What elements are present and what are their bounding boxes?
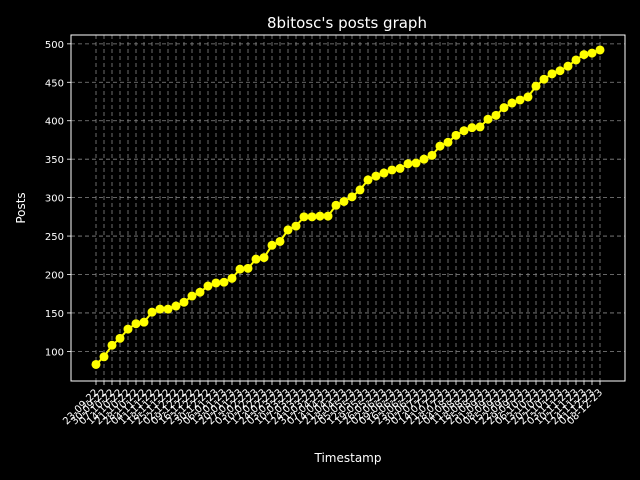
point [259,253,269,263]
point [515,95,525,105]
point [251,254,261,264]
point [547,69,557,79]
point [427,150,437,160]
point [291,221,301,231]
point [131,319,141,329]
point [227,273,237,283]
point [531,81,541,91]
point [147,307,157,317]
point [499,103,509,113]
point [163,304,173,314]
point [355,185,365,195]
point [451,130,461,140]
point [171,301,181,311]
point [315,211,325,221]
point [467,123,477,133]
point [395,163,405,173]
y-axis-label: Posts [14,192,28,223]
point [507,98,517,108]
point [483,114,493,124]
y-tick-label: 400 [45,117,64,128]
point [571,55,581,65]
point [387,165,397,175]
point [419,154,429,164]
chart-title: 8bitosc's posts graph [267,14,427,32]
point [563,61,573,71]
point [275,236,285,246]
point [211,278,221,288]
point [435,141,445,151]
point [107,340,117,350]
point [299,212,309,222]
point [475,122,485,132]
point [347,192,357,202]
point [307,212,317,222]
point [123,324,133,334]
y-tick-label: 150 [45,309,64,320]
point [555,66,565,76]
y-tick-label: 300 [45,194,64,205]
point [523,92,533,102]
point [579,50,589,60]
y-tick-label: 450 [45,78,64,89]
point [411,158,421,168]
point [339,196,349,206]
point [203,281,213,291]
point [331,200,341,210]
point [459,126,469,136]
point [371,171,381,181]
point [91,359,101,369]
point [99,352,109,362]
plot-frame [70,34,626,382]
point [267,240,277,250]
y-tick-label: 500 [45,40,64,51]
y-tick-label: 100 [45,347,64,358]
point [323,211,333,221]
point [115,333,125,343]
point [219,277,229,287]
point [539,74,549,84]
x-axis-label: Timestamp [314,451,382,465]
point [139,317,149,327]
point [187,291,197,301]
y-tick-label: 200 [45,271,64,282]
point [243,263,253,273]
point [195,287,205,297]
point [179,297,189,307]
point [403,159,413,169]
point [283,225,293,235]
point [363,175,373,185]
y-tick-label: 350 [45,155,64,166]
point [155,304,165,314]
point [587,48,597,58]
point [379,168,389,178]
point [235,264,245,274]
point [595,45,605,55]
point [491,110,501,120]
point [443,137,453,147]
y-tick-label: 250 [45,232,64,243]
